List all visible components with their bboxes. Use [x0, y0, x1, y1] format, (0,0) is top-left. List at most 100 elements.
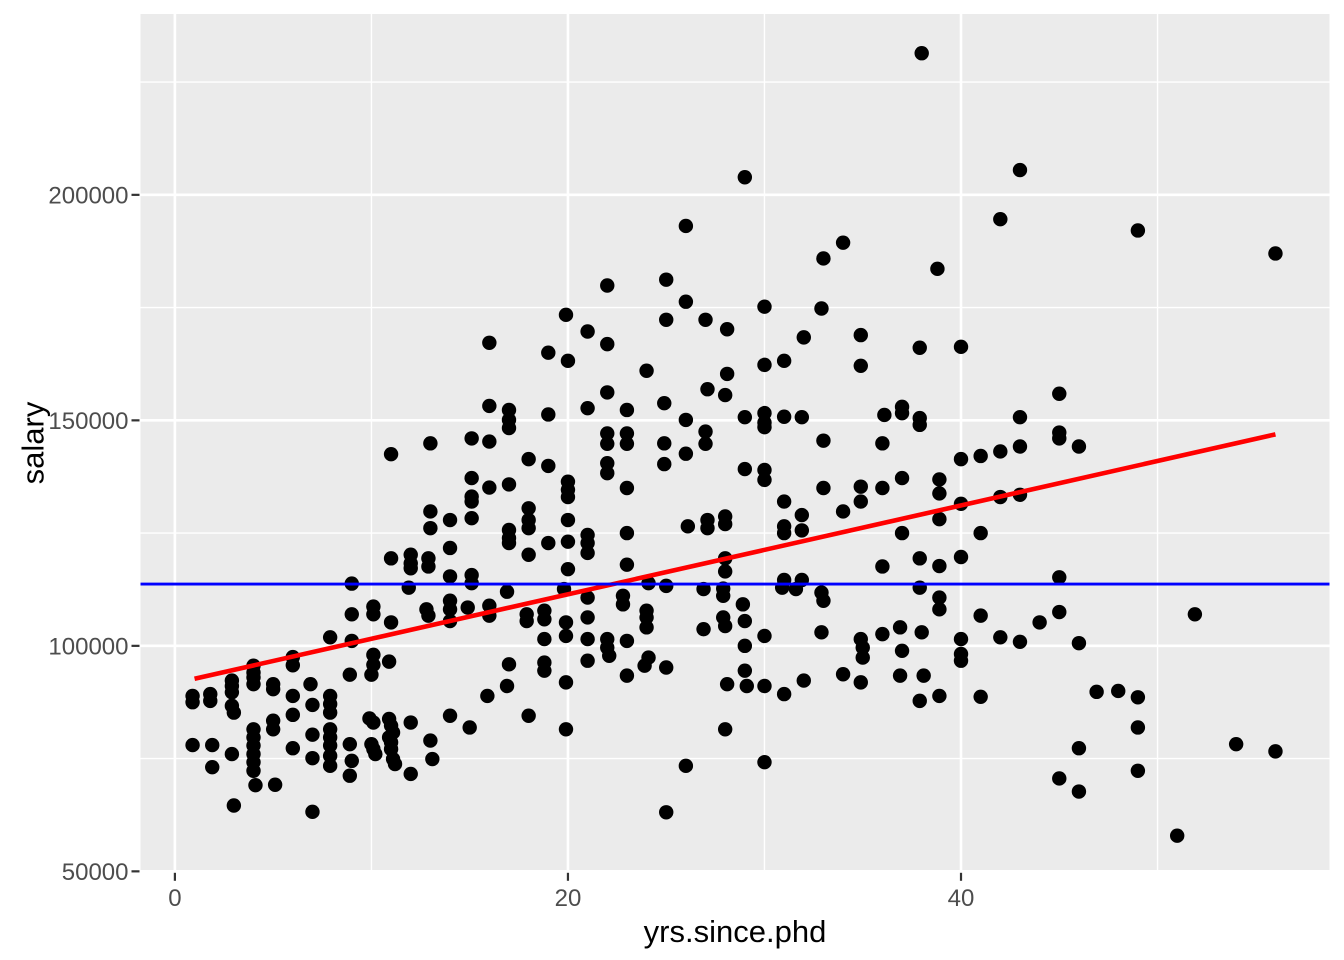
data-point	[1012, 634, 1028, 649]
data-point	[521, 708, 536, 723]
data-point	[368, 746, 383, 762]
data-point	[499, 678, 515, 694]
data-point	[875, 626, 890, 642]
data-point	[560, 561, 576, 577]
data-point	[637, 658, 652, 673]
data-point	[580, 545, 595, 561]
data-point	[1130, 763, 1146, 778]
data-point	[1169, 828, 1185, 843]
data-point	[442, 512, 458, 528]
data-point	[600, 436, 615, 452]
data-point	[835, 235, 851, 250]
data-point	[1187, 607, 1203, 622]
data-point	[226, 798, 242, 813]
data-point	[421, 608, 436, 623]
data-point	[816, 480, 831, 496]
data-point	[537, 631, 552, 647]
data-point	[700, 520, 715, 536]
data-point	[953, 339, 969, 355]
data-point	[853, 675, 868, 690]
data-point	[719, 366, 735, 382]
data-point	[558, 722, 574, 737]
data-point	[794, 523, 810, 538]
data-point	[480, 688, 495, 704]
data-point	[560, 534, 576, 549]
data-point	[1268, 246, 1283, 261]
data-point	[285, 741, 301, 756]
data-point	[425, 751, 440, 767]
data-point	[698, 312, 713, 327]
data-point	[932, 558, 947, 574]
data-point	[932, 590, 947, 605]
data-point	[892, 668, 908, 683]
data-point	[680, 519, 696, 534]
data-point	[521, 501, 536, 516]
data-point	[580, 535, 595, 551]
data-point	[993, 212, 1008, 227]
data-point	[737, 663, 753, 678]
data-point	[853, 358, 868, 373]
data-point	[442, 708, 458, 723]
data-point	[423, 436, 438, 451]
data-point	[619, 633, 635, 649]
data-point	[678, 412, 694, 428]
data-point	[580, 324, 595, 339]
data-point	[558, 615, 574, 630]
data-point	[226, 705, 242, 720]
data-point	[224, 746, 240, 762]
data-point	[541, 345, 556, 360]
data-point	[423, 504, 438, 519]
data-point	[639, 620, 654, 635]
data-point	[541, 535, 556, 551]
data-point	[737, 409, 753, 425]
data-point	[600, 426, 615, 441]
data-point	[914, 46, 929, 61]
data-point	[916, 668, 931, 683]
data-point	[737, 638, 753, 654]
data-point	[580, 400, 595, 416]
data-point	[757, 357, 772, 373]
data-point	[482, 480, 497, 495]
data-point	[993, 630, 1008, 645]
data-point	[757, 462, 772, 478]
data-point	[719, 322, 735, 337]
data-point	[305, 750, 320, 766]
data-point	[366, 607, 381, 622]
data-point	[932, 486, 947, 501]
data-point	[342, 667, 358, 682]
data-point	[953, 653, 969, 668]
data-point	[246, 763, 261, 778]
data-point	[267, 777, 283, 792]
data-point	[600, 465, 615, 481]
data-point	[698, 436, 713, 452]
data-point	[774, 580, 790, 595]
data-point	[1012, 439, 1028, 454]
data-point	[619, 402, 635, 418]
data-point	[796, 673, 811, 688]
data-point	[560, 353, 576, 369]
data-point	[305, 697, 320, 713]
data-point	[1032, 615, 1047, 630]
data-point	[342, 768, 358, 783]
plot-panel	[140, 14, 1330, 872]
data-point	[482, 335, 497, 350]
data-point	[403, 715, 418, 730]
data-point	[600, 278, 615, 293]
data-point	[305, 727, 320, 742]
data-point	[501, 657, 517, 672]
data-point	[776, 353, 792, 369]
data-point	[914, 625, 929, 640]
data-point	[203, 693, 218, 709]
data-point	[912, 417, 927, 433]
data-point	[894, 405, 910, 421]
data-point	[558, 675, 574, 690]
data-point	[657, 456, 672, 472]
data-point	[521, 451, 536, 467]
data-point	[932, 472, 947, 487]
data-point	[717, 516, 733, 532]
data-point	[366, 647, 381, 663]
data-point	[248, 778, 263, 793]
data-point	[600, 455, 615, 471]
data-point	[875, 559, 890, 574]
